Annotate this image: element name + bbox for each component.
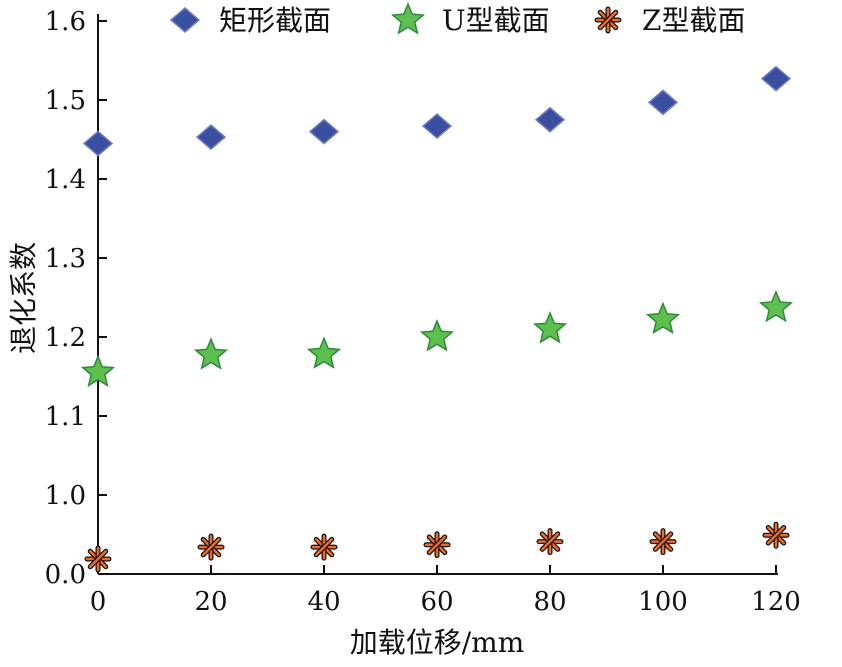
y-tick-label: 1.1: [45, 402, 86, 432]
legend-item: Z型截面: [594, 4, 745, 37]
data-point-diamond: [421, 113, 453, 140]
legend-label: Z型截面: [642, 4, 745, 37]
data-point-star: [419, 319, 455, 352]
data-point-star: [758, 289, 794, 323]
y-tick-label: 1.3: [45, 244, 86, 274]
data-point-asterisk: [310, 533, 338, 561]
y-tick-label: 1.5: [45, 86, 86, 116]
data-point-diamond: [82, 130, 114, 157]
legend-marker-star: [390, 2, 426, 35]
y-tick-label: 1.6: [45, 7, 86, 37]
y-tick-label: 1.2: [45, 323, 86, 353]
data-point-diamond: [195, 124, 227, 151]
y-tick-label: 1.4: [45, 165, 86, 195]
x-tick-label: 20: [194, 587, 227, 617]
legend-marker-asterisk: [594, 6, 622, 34]
legend: 矩形截面 U型截面 Z型截面: [169, 2, 745, 37]
y-tick-label: 0.0: [45, 560, 86, 590]
x-tick-label: 0: [90, 587, 107, 617]
y-tick-label: 1.0: [45, 481, 86, 511]
x-tick-label: 80: [533, 587, 566, 617]
x-tick-label: 60: [420, 587, 453, 617]
data-point-diamond: [647, 89, 679, 116]
y-axis-title: 退化系数: [7, 242, 40, 354]
data-point-diamond: [308, 118, 340, 145]
plot-points: [80, 65, 794, 573]
data-point-star: [645, 301, 681, 335]
x-ticks: 0 20 40 60 80 100 120: [90, 565, 801, 617]
data-point-star: [532, 311, 568, 344]
data-point-asterisk: [84, 545, 112, 573]
legend-item: 矩形截面: [169, 4, 331, 37]
x-axis-title: 加载位移/mm: [350, 626, 525, 659]
data-point-asterisk: [762, 521, 790, 549]
legend-label: U型截面: [442, 4, 550, 37]
data-point-asterisk: [423, 531, 451, 559]
data-point-star: [193, 337, 229, 370]
x-tick-label: 40: [307, 587, 340, 617]
data-point-asterisk: [649, 528, 677, 556]
data-point-asterisk: [536, 528, 564, 556]
data-point-asterisk: [197, 533, 225, 561]
data-point-star: [306, 336, 342, 369]
data-point-diamond: [760, 65, 792, 92]
data-point-star: [80, 354, 116, 388]
x-tick-label: 100: [638, 587, 688, 617]
axes: [97, 14, 778, 575]
legend-marker-diamond: [169, 7, 201, 33]
data-point-diamond: [534, 106, 566, 133]
legend-item: U型截面: [390, 2, 550, 37]
y-ticks: 0.0 1.0 1.1 1.2 1.3 1.4 1.5 1.6: [45, 7, 107, 590]
legend-label: 矩形截面: [219, 4, 331, 37]
x-tick-label: 120: [751, 587, 801, 617]
